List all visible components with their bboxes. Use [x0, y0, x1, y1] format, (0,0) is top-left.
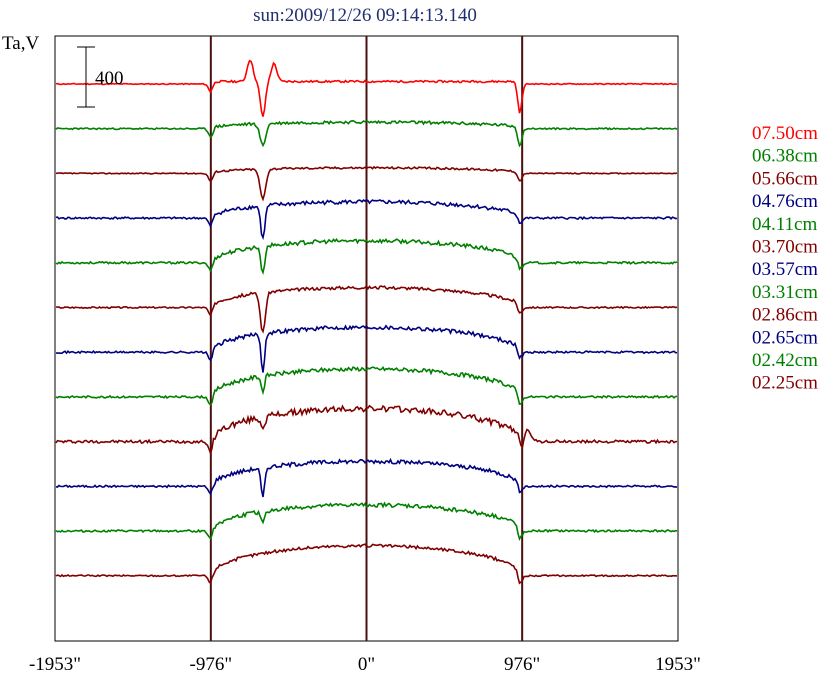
trace-02.86cm [55, 404, 678, 456]
legend-entry: 03.31cm [752, 282, 818, 303]
legend-entry: 02.25cm [752, 373, 818, 394]
trace-02.65cm [55, 457, 678, 498]
trace-02.42cm [55, 501, 678, 541]
trace-04.11cm [55, 237, 678, 275]
legend: 07.50cm06.38cm05.66cm04.76cm04.11cm03.70… [752, 123, 818, 394]
legend-entry: 02.86cm [752, 305, 818, 326]
x-tick-label: 0" [358, 654, 375, 675]
trace-03.70cm [55, 284, 678, 334]
trace-03.57cm [56, 324, 678, 373]
trace-02.25cm [55, 543, 678, 585]
legend-entry: 02.42cm [752, 350, 818, 371]
legend-entry: 02.65cm [752, 327, 818, 348]
scale-bar-label: 400 [95, 68, 124, 89]
series-traces [55, 59, 678, 585]
legend-entry: 03.57cm [752, 259, 818, 280]
legend-entry: 03.70cm [752, 237, 818, 258]
legend-entry: 04.76cm [752, 191, 818, 212]
trace-05.66cm [55, 165, 678, 202]
x-tick-label: -1953" [29, 654, 81, 675]
y-axis-label: Ta,V [2, 33, 39, 54]
trace-07.50cm [55, 59, 678, 117]
scale-bar: 400 [77, 46, 124, 108]
legend-entry: 05.66cm [752, 168, 818, 189]
trace-03.31cm [55, 365, 678, 406]
legend-entry: 06.38cm [752, 146, 818, 167]
x-tick-labels: -1953" -976" 0" 976" 1953" [29, 654, 701, 675]
trace-06.38cm [55, 119, 678, 148]
x-tick-label: 976" [504, 654, 540, 675]
x-tick-label: -976" [190, 654, 233, 675]
legend-entry: 07.50cm [752, 123, 818, 144]
legend-entry: 04.11cm [752, 214, 817, 235]
trace-04.76cm [55, 198, 678, 241]
chart-title: sun:2009/12/26 09:14:13.140 [253, 5, 477, 26]
x-tick-label: 1953" [655, 654, 701, 675]
